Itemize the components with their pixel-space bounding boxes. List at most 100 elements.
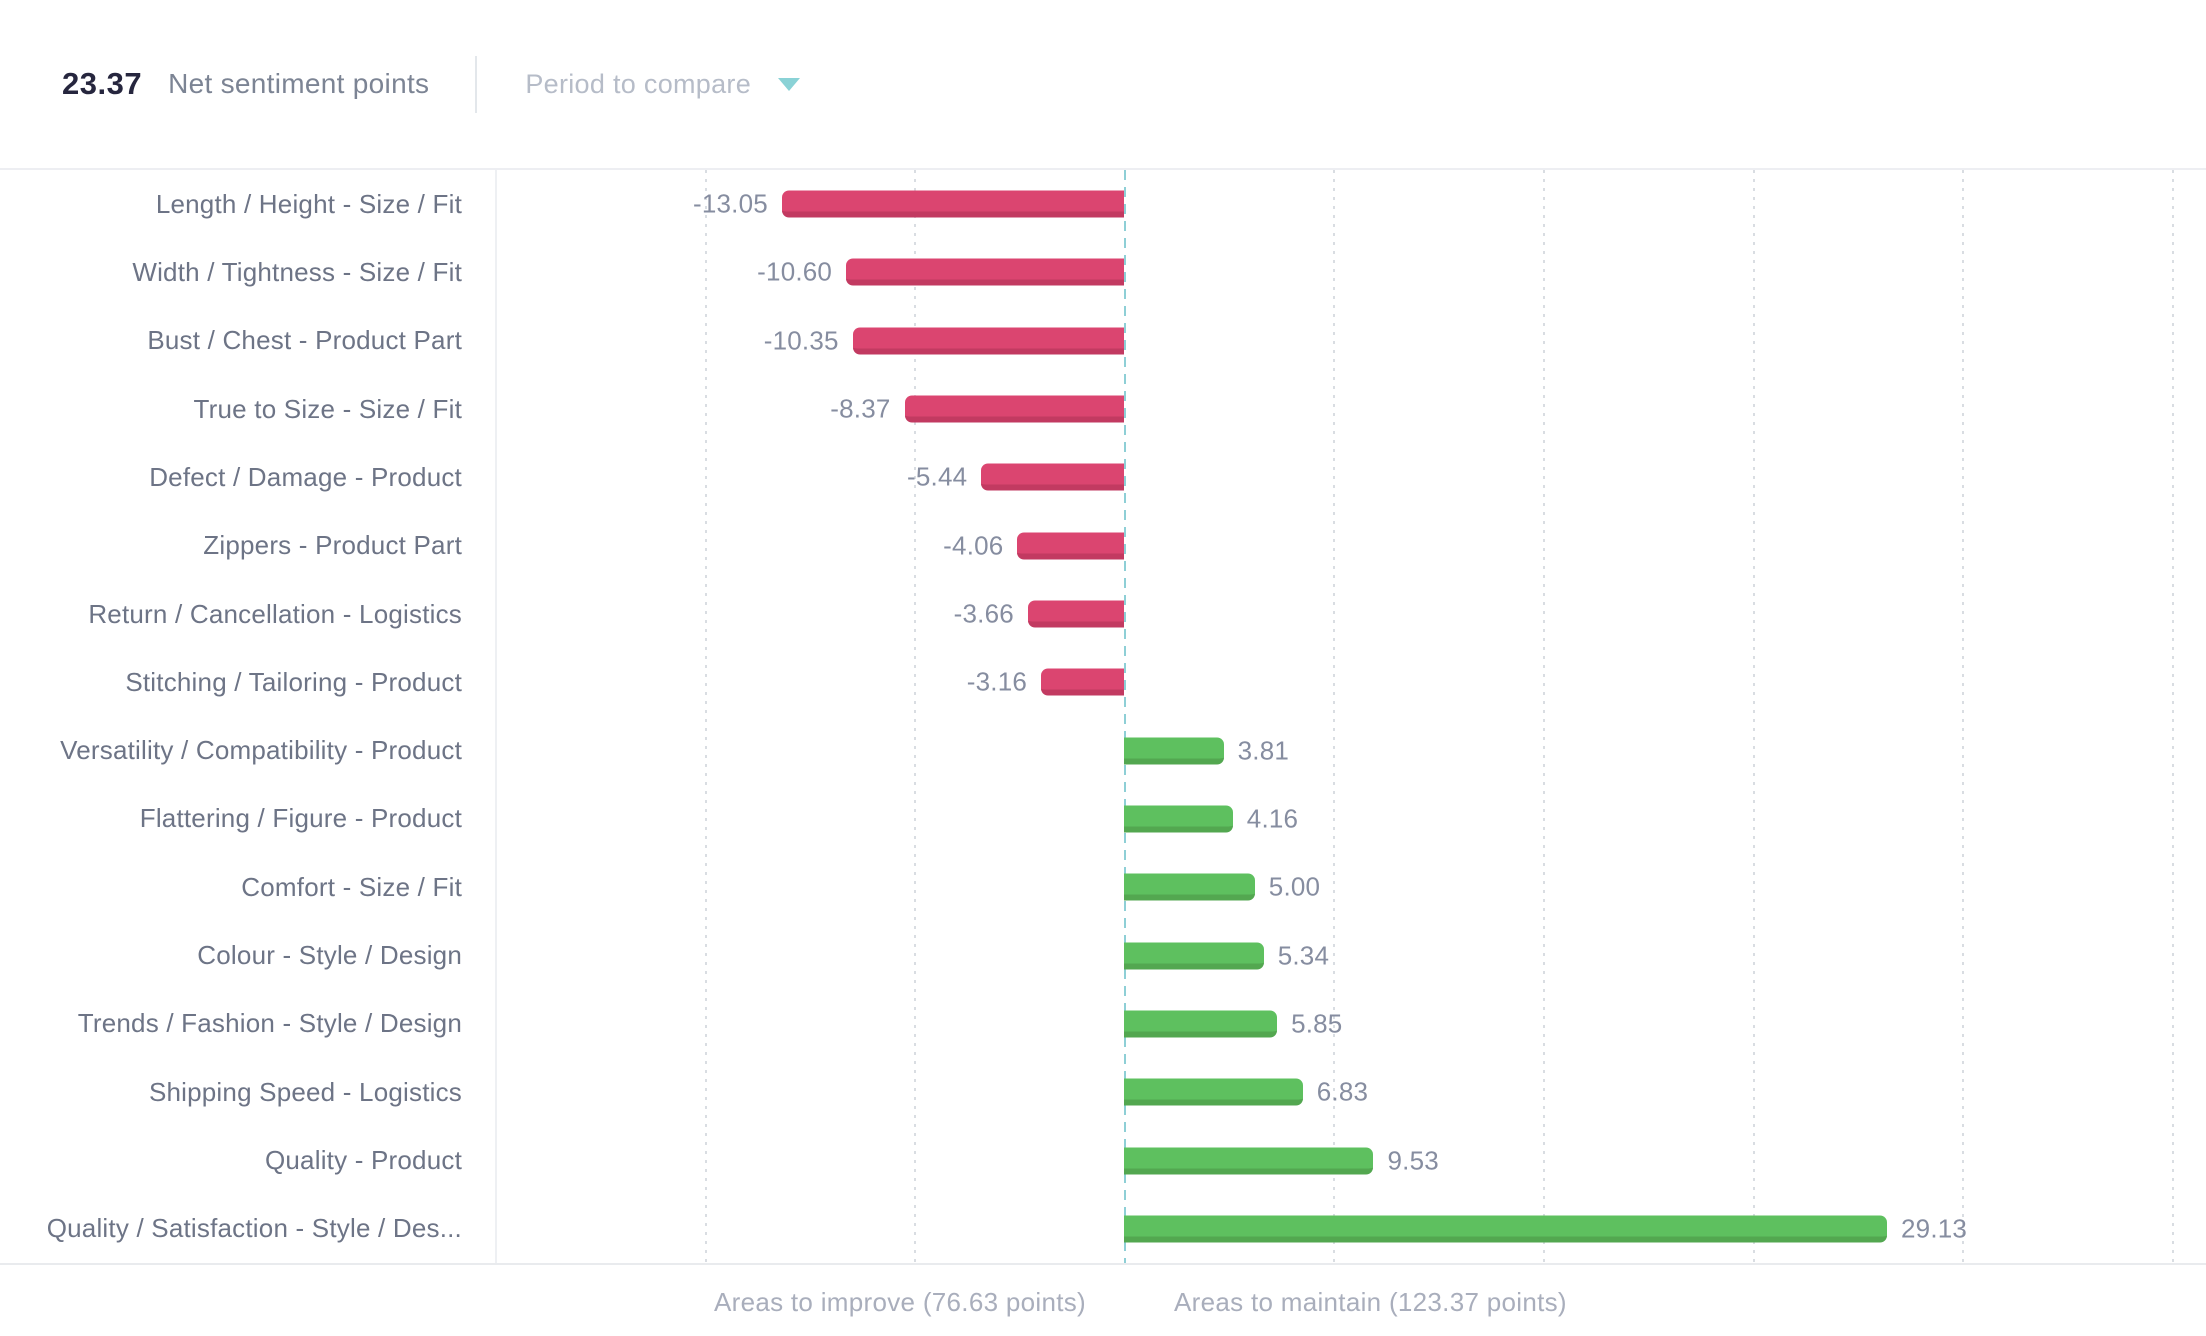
negative-sentiment-bar[interactable] [781, 190, 1124, 218]
plot-area: 5.34 [495, 921, 2206, 989]
bar-value-label: 5.00 [1268, 871, 1321, 902]
chart-row: Length / Height - Size / Fit -13.05 [0, 170, 2206, 238]
gridline [1333, 170, 1336, 1263]
gridline [1543, 170, 1545, 1263]
plot-area: -3.66 [495, 580, 2206, 648]
plot-area: -3.16 [495, 648, 2206, 716]
header-divider [475, 55, 478, 113]
chart-row: Width / Tightness - Size / Fit -10.60 [0, 238, 2206, 306]
plot-area: -5.44 [495, 443, 2206, 511]
chart-row: Versatility / Compatibility - Product 3.8… [0, 717, 2206, 785]
category-label: Stitching / Tailoring - Product [125, 666, 462, 697]
x-axis-line [0, 1263, 2206, 1265]
positive-sentiment-bar[interactable] [1123, 805, 1233, 833]
gridline [704, 170, 707, 1263]
chart-row: True to Size - Size / Fit -8.37 [0, 375, 2206, 443]
period-to-compare-label: Period to compare [525, 68, 752, 99]
chart-row: Quality / Satisfaction - Style / Des... 2… [0, 1195, 2206, 1263]
chart-row: Comfort - Size / Fit 5.00 [0, 853, 2206, 921]
category-label: Shipping Speed - Logistics [148, 1076, 462, 1107]
bar-value-label: 6.83 [1316, 1076, 1369, 1107]
plot-area: 9.53 [495, 1126, 2206, 1194]
period-to-compare-dropdown[interactable]: Period to compare [525, 68, 801, 100]
gridline [2171, 170, 2174, 1263]
negative-sentiment-bar[interactable] [1027, 600, 1124, 628]
positive-sentiment-bar[interactable] [1123, 873, 1255, 901]
gridline [914, 170, 917, 1263]
net-sentiment-bar-chart: Length / Height - Size / Fit -13.05 Width … [0, 170, 2206, 1263]
plot-area: -4.06 [495, 512, 2206, 580]
bar-value-label: -10.60 [757, 256, 833, 287]
category-label: Comfort - Size / Fit [241, 871, 462, 902]
x-axis-zone-labels: Areas to improve (76.63 points) Areas to… [0, 1265, 2206, 1336]
positive-sentiment-bar[interactable] [1123, 1147, 1374, 1175]
chevron-down-icon [778, 77, 801, 91]
areas-to-improve-label: Areas to improve (76.63 points) [713, 1287, 1086, 1317]
widget-header: 23.37 Net sentiment points Period to com… [0, 0, 2206, 168]
plot-area: -10.35 [495, 307, 2206, 375]
positive-sentiment-bar[interactable] [1123, 737, 1224, 765]
plot-left-boundary-line [495, 170, 497, 1263]
category-label: Return / Cancellation - Logistics [88, 598, 462, 629]
category-label: Trends / Fashion - Style / Design [77, 1008, 462, 1039]
plot-area: 29.13 [495, 1195, 2206, 1263]
category-label: Length / Height - Size / Fit [155, 188, 462, 219]
bar-value-label: 3.81 [1237, 735, 1290, 766]
bar-value-label: 29.13 [1901, 1213, 1968, 1244]
bar-value-label: -5.44 [907, 461, 968, 492]
header-separator-line [0, 168, 2206, 170]
bar-value-label: -4.06 [943, 530, 1004, 561]
bar-value-label: 5.34 [1277, 940, 1330, 971]
positive-sentiment-bar[interactable] [1123, 1078, 1303, 1106]
category-label: Quality / Satisfaction - Style / Des... [46, 1213, 462, 1244]
category-label: Defect / Damage - Product [149, 461, 462, 492]
chart-row: Trends / Fashion - Style / Design 5.85 [0, 990, 2206, 1058]
bar-value-label: -8.37 [830, 393, 891, 424]
negative-sentiment-bar[interactable] [981, 463, 1124, 491]
negative-sentiment-bar[interactable] [846, 258, 1124, 286]
bar-value-label: -10.35 [763, 325, 839, 356]
category-label: Flattering / Figure - Product [139, 803, 462, 834]
category-label: True to Size - Size / Fit [193, 393, 462, 424]
chart-row: Defect / Damage - Product -5.44 [0, 443, 2206, 511]
positive-sentiment-bar[interactable] [1123, 1215, 1887, 1243]
chart-row: Colour - Style / Design 5.34 [0, 921, 2206, 989]
plot-area: 5.00 [495, 853, 2206, 921]
category-label: Bust / Chest - Product Part [147, 325, 462, 356]
plot-area: -13.05 [495, 170, 2206, 238]
positive-sentiment-bar[interactable] [1123, 942, 1264, 970]
negative-sentiment-bar[interactable] [1017, 532, 1124, 560]
negative-sentiment-bar[interactable] [904, 395, 1124, 423]
plot-area: 6.83 [495, 1058, 2206, 1126]
bar-value-label: 9.53 [1387, 1145, 1439, 1176]
chart-row: Flattering / Figure - Product 4.16 [0, 785, 2206, 853]
chart-row: Stitching / Tailoring - Product -3.16 [0, 648, 2206, 716]
chart-row: Shipping Speed - Logistics 6.83 [0, 1058, 2206, 1126]
zero-axis-line [1123, 170, 1126, 1263]
category-label: Colour - Style / Design [197, 940, 462, 971]
negative-sentiment-bar[interactable] [1041, 668, 1124, 696]
category-label: Quality - Product [264, 1145, 462, 1176]
category-label: Width / Tightness - Size / Fit [132, 256, 462, 287]
category-label: Zippers - Product Part [203, 530, 462, 561]
chart-row: Zippers - Product Part -4.06 [0, 512, 2206, 580]
positive-sentiment-bar[interactable] [1123, 1010, 1278, 1038]
negative-sentiment-bar[interactable] [852, 327, 1124, 355]
bar-value-label: 4.16 [1246, 803, 1299, 834]
net-sentiment-score-label: Net sentiment points [168, 68, 430, 99]
plot-area: 5.85 [495, 990, 2206, 1058]
bar-value-label: -13.05 [692, 188, 768, 219]
gridline [1752, 170, 1755, 1263]
plot-area: 4.16 [495, 785, 2206, 853]
plot-area: -8.37 [495, 375, 2206, 443]
plot-area: 3.81 [495, 717, 2206, 785]
plot-area: -10.60 [495, 238, 2206, 306]
gridline [1962, 170, 1965, 1263]
bar-value-label: -3.16 [966, 666, 1028, 697]
chart-row: Quality - Product 9.53 [0, 1126, 2206, 1194]
areas-to-maintain-label: Areas to maintain (123.37 points) [1174, 1287, 1567, 1317]
chart-row: Return / Cancellation - Logistics -3.66 [0, 580, 2206, 648]
bar-value-label: 5.85 [1291, 1008, 1343, 1039]
chart-row: Bust / Chest - Product Part -10.35 [0, 307, 2206, 375]
